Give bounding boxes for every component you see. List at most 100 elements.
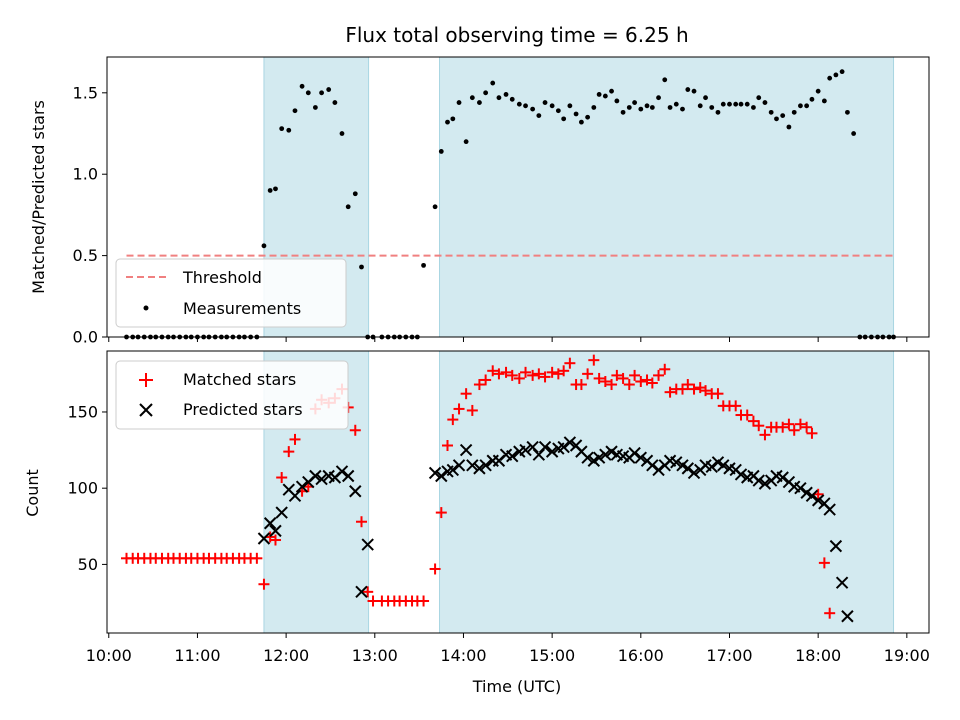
matched-point	[453, 403, 465, 415]
matched-point	[289, 433, 301, 445]
measurement-point	[591, 105, 597, 110]
predicted-point	[263, 517, 277, 530]
predicted-point	[841, 610, 854, 623]
matched-point	[806, 427, 818, 439]
measurement-point	[305, 90, 311, 96]
matched-legend-swatch	[139, 373, 153, 387]
predicted-point	[295, 480, 309, 493]
measurement-point	[596, 92, 602, 97]
y-tick-label: 50	[78, 555, 98, 574]
x-tick-label: 10:00	[86, 646, 132, 665]
measurement-point	[345, 204, 351, 210]
matched-point	[659, 363, 671, 375]
top-axes-frame	[106, 56, 930, 338]
measurement-point	[463, 139, 469, 145]
measurement-point	[673, 101, 679, 107]
measurement-point	[744, 101, 750, 107]
matched-point	[251, 552, 263, 564]
matched-point	[276, 472, 288, 484]
predicted-point	[592, 451, 606, 464]
predicted-point	[581, 451, 594, 464]
matched-point	[269, 534, 281, 546]
measurement-point	[469, 95, 475, 101]
matched-point	[527, 369, 539, 381]
measurement-point	[456, 100, 462, 105]
matched-point	[824, 607, 836, 619]
matched-point	[599, 375, 611, 387]
measurement-point	[561, 116, 567, 122]
y-tick-label: 1.5	[73, 83, 98, 102]
predicted-point	[545, 445, 559, 458]
matched-point	[362, 586, 374, 598]
matched-point	[575, 379, 587, 391]
top-y-axis-label: Matched/Predicted stars	[29, 100, 48, 294]
measurement-point	[477, 100, 482, 105]
predicted-point	[652, 463, 665, 477]
matched-point	[513, 372, 525, 384]
measurement-point	[490, 80, 496, 86]
measurement-point	[267, 188, 273, 193]
matched-point	[664, 386, 676, 398]
predicted-point	[341, 469, 355, 483]
predicted-point	[734, 468, 748, 481]
matched-point	[558, 365, 570, 377]
bottom-legend: Matched stars Predicted stars	[115, 360, 349, 430]
predicted-point	[823, 503, 836, 516]
predicted-point	[452, 459, 466, 472]
measurement-point	[445, 119, 450, 125]
measurement-point	[727, 101, 732, 107]
matched-point	[653, 369, 665, 381]
top-legend: Threshold Measurements	[115, 258, 347, 328]
matched-point	[546, 366, 558, 378]
matched-point	[801, 421, 813, 433]
measurement-point	[286, 127, 292, 133]
measurement-point	[496, 95, 502, 101]
measurement-point	[798, 103, 803, 109]
measurement-point	[530, 106, 536, 112]
measurement-point	[809, 96, 815, 102]
predicted-point	[646, 459, 659, 472]
matched-point	[688, 383, 700, 395]
measurement-point	[762, 100, 768, 105]
measurement-point	[851, 131, 857, 136]
bottom-y-axis-label: Count	[23, 469, 42, 517]
matched-point	[730, 400, 742, 412]
measurements-legend-label: Measurements	[183, 299, 301, 318]
predicted-point	[628, 446, 641, 460]
matched-point	[447, 414, 459, 426]
measurement-point	[839, 69, 845, 75]
predicted-legend-swatch	[139, 403, 153, 417]
measurement-point	[421, 262, 426, 268]
predicted-point	[349, 485, 362, 498]
matched-point	[611, 369, 623, 381]
x-tick-label: 11:00	[174, 646, 220, 665]
measurements-legend-swatch	[143, 305, 149, 311]
measurement-point	[359, 264, 364, 270]
matched-point	[473, 379, 485, 391]
matched-point	[564, 357, 576, 369]
measurement-point	[542, 100, 548, 105]
matched-point	[429, 563, 441, 575]
measurement-point	[667, 105, 673, 110]
top-panel: 0.0 0.5 1.0 1.5 Matched/Predicted stars Thr…	[29, 56, 930, 347]
matched-point	[629, 369, 641, 381]
measurement-point	[709, 105, 715, 110]
measurement-point	[662, 77, 668, 83]
measurement-point	[509, 96, 515, 102]
predicted-point	[805, 489, 819, 503]
y-tick-label: 0.5	[73, 246, 98, 265]
predicted-point	[257, 532, 271, 545]
measurement-point	[549, 103, 555, 109]
predicted-point	[532, 448, 546, 461]
x-tick-label: 12:00	[263, 646, 309, 665]
predicted-point	[776, 471, 789, 484]
measurement-point	[756, 95, 762, 101]
matched-point	[646, 377, 658, 389]
measurement-point	[332, 100, 338, 105]
measurement-point	[483, 90, 489, 96]
matched-point	[442, 440, 454, 452]
measurement-point	[685, 87, 691, 92]
predicted-point	[361, 538, 374, 551]
measurement-point	[536, 113, 542, 119]
matched-point	[500, 366, 512, 378]
